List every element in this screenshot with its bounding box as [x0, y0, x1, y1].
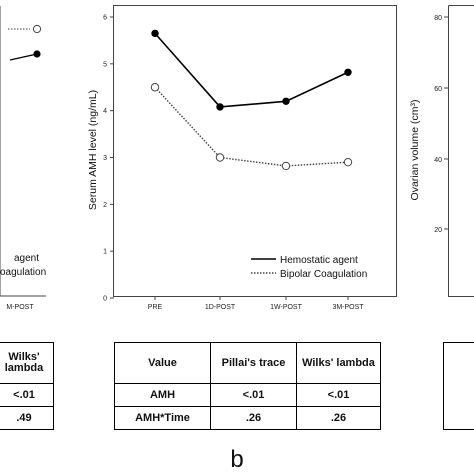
series-lines — [154, 32, 349, 167]
right-chart-fragment: 80 60 40 20 Ovarian volume (cm³) — [409, 5, 474, 297]
left-table-cell: .49 — [0, 406, 54, 430]
right-y-axis-label: Ovarian volume (cm³) — [409, 100, 421, 201]
data-point-bipolar — [150, 83, 160, 92]
data-point-hemostatic — [216, 103, 224, 111]
table-header-wilks: Wilks' lambda — [296, 342, 381, 384]
left-open-marker — [32, 24, 42, 34]
x-tick-label: PRE — [148, 304, 163, 311]
table-cell-row2-label: AMH*Time — [114, 406, 211, 430]
x-tick-label: 3M-POST — [332, 304, 364, 311]
table-header-value: Value — [114, 342, 211, 384]
y-axis-label: Serum AMH level (ng/mL) — [87, 90, 99, 210]
legend-label-hemostatic: Hemostatic agent — [280, 255, 358, 266]
right-stats-table-edge — [443, 342, 474, 430]
legend-label-bipolar: Bipolar Coagulation — [280, 269, 367, 280]
stats-table: Value Pillai's trace Wilks' lambda AMH <… — [114, 342, 381, 430]
table-header-pillai: Pillai's trace — [210, 342, 297, 384]
left-chart-fragment: agent oagulation M-POST — [0, 6, 46, 311]
series-line-hemostatic — [154, 32, 349, 108]
chart-frame — [113, 5, 397, 297]
series-line-bipolar — [154, 86, 349, 167]
y-tick-label: 6 — [103, 15, 107, 22]
legend: Hemostatic agent Bipolar Coagulation — [251, 255, 367, 280]
right-y-tick-label: 60 — [434, 86, 442, 93]
table-cell-row2-wilks: .26 — [296, 406, 381, 430]
y-tick-label: 0 — [103, 296, 107, 303]
left-legend-label-2: oagulation — [0, 267, 46, 278]
table-cell-row2-pillai: .26 — [210, 406, 297, 430]
left-table-header-line-2: lambda — [4, 362, 44, 374]
x-tick-label: 1W-POST — [270, 304, 302, 311]
right-y-tick-label: 80 — [434, 15, 442, 22]
x-axis: PRE 1D-POST 1W-POST 3M-POST — [148, 296, 364, 311]
data-point-bipolar — [215, 153, 225, 162]
data-point-hemostatic — [344, 68, 352, 76]
left-table-header-line-1: Wilks' — [8, 351, 40, 363]
y-tick-label: 5 — [103, 61, 107, 68]
data-point-bipolar — [343, 157, 353, 167]
left-table-cell: <.01 — [0, 383, 54, 407]
left-stats-table: Wilks' lambda <.01 .49 — [0, 342, 54, 430]
table-cell-row1-label: AMH — [114, 383, 211, 407]
left-solid-line — [9, 53, 38, 61]
y-axis: 0 1 2 3 4 5 6 — [103, 15, 114, 303]
table-cell-row1-pillai: <.01 — [210, 383, 297, 407]
left-x-tick-label: M-POST — [6, 304, 34, 311]
x-tick-label: 1D-POST — [205, 304, 236, 311]
table-cell-row1-wilks: <.01 — [296, 383, 381, 407]
left-legend-label-1: agent — [14, 253, 39, 264]
left-table-header: Wilks' lambda — [0, 342, 54, 384]
left-filled-marker — [33, 50, 41, 58]
data-point-hemostatic — [282, 97, 290, 106]
y-tick-label: 1 — [103, 249, 107, 256]
panel-label: b — [230, 446, 244, 473]
data-point-bipolar — [281, 161, 291, 171]
right-y-tick-label: 20 — [434, 227, 442, 234]
y-tick-label: 3 — [103, 155, 107, 162]
right-y-tick-label: 40 — [434, 157, 442, 164]
y-tick-label: 2 — [103, 202, 107, 209]
y-tick-label: 4 — [103, 108, 107, 115]
data-point-hemostatic — [151, 29, 159, 38]
series-markers — [150, 29, 353, 171]
